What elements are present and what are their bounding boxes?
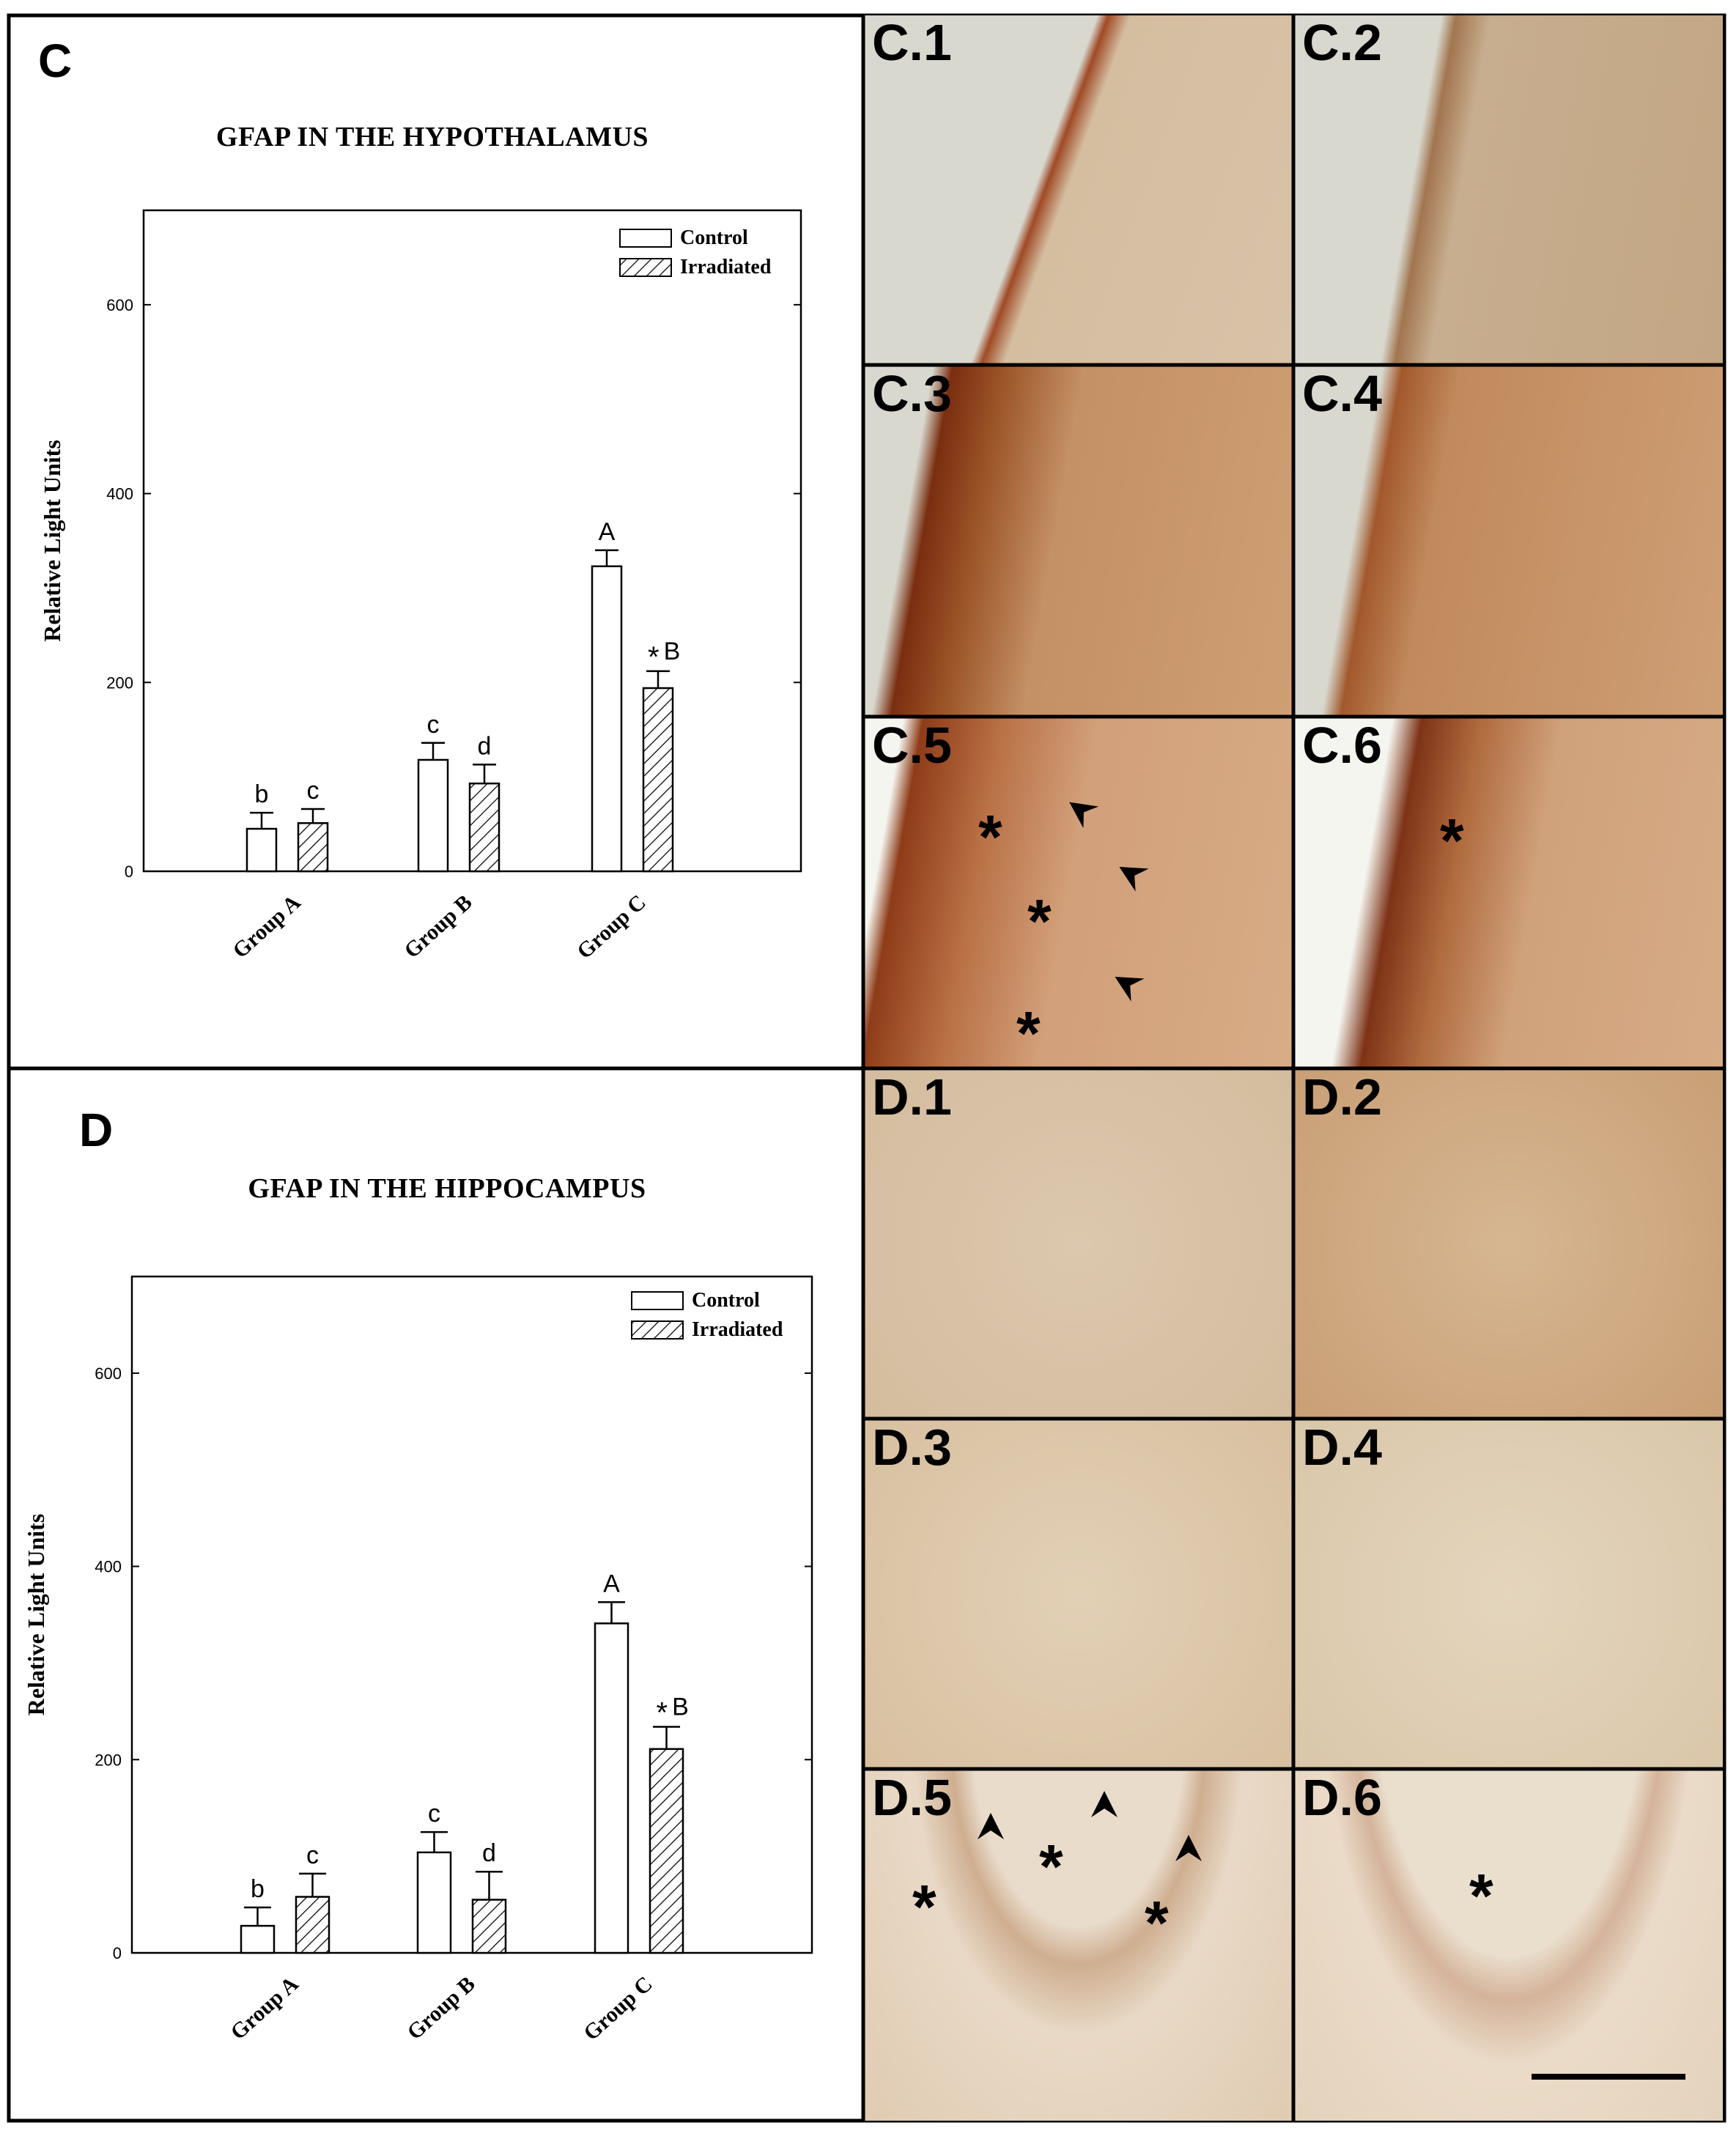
micrograph-label: D.2 — [1302, 1070, 1382, 1126]
x-tick-label: Group C — [572, 890, 651, 964]
legend-label-irradiated: Irradiated — [692, 1318, 783, 1341]
micrograph-d6: D.6 — [1295, 1770, 1723, 2121]
significance-label: b — [251, 1875, 265, 1903]
legend-label-control: Control — [692, 1289, 760, 1312]
asterisk-marker: * — [1039, 1832, 1063, 1901]
scale-bar — [1532, 2074, 1685, 2080]
y-axis-label: Relative Light Units — [39, 440, 65, 642]
micrograph-c1: C.1 — [865, 15, 1292, 364]
micrograph-c6: C.6 — [1295, 718, 1723, 1067]
bar-control-group-b — [417, 758, 449, 873]
asterisk-marker: * — [1027, 887, 1052, 956]
micrograph-label: D.6 — [1302, 1770, 1382, 1826]
micrograph-label: D.5 — [872, 1770, 952, 1826]
asterisk-marker: * — [912, 1872, 937, 1941]
y-tick-label: 0 — [125, 862, 133, 881]
significance-label: c — [306, 1841, 319, 1869]
x-tick-label: Group B — [402, 1972, 479, 2044]
x-tick-label: Group A — [226, 1971, 303, 2044]
legend-swatch-irradiated — [619, 258, 672, 277]
micrograph-label: D.1 — [872, 1070, 952, 1126]
significance-label: c — [427, 711, 440, 739]
x-tick-label: Group A — [228, 890, 306, 963]
legend-swatch-control — [619, 229, 672, 248]
micrograph-label: C.4 — [1302, 366, 1382, 422]
y-tick-label: 600 — [106, 296, 133, 314]
chart-title-hypothalamus: GFAP IN THE HYPOTHALAMUS — [215, 122, 649, 152]
arrow-marker — [1069, 802, 1099, 829]
y-tick-label: 200 — [95, 1751, 122, 1769]
y-tick-label: 400 — [95, 1558, 122, 1576]
micrograph-d4: D.4 — [1295, 1420, 1723, 1768]
y-tick-label: 200 — [106, 673, 133, 692]
significance-label: c — [307, 777, 320, 805]
micrograph-label: C.5 — [872, 718, 952, 774]
legend-label-irradiated: Irradiated — [680, 256, 772, 278]
micrograph-d1: D.1 — [865, 1070, 1292, 1418]
significance-label: * B — [657, 1693, 689, 1729]
micrograph-label: D.4 — [1302, 1420, 1382, 1476]
legend-swatch-control — [631, 1291, 684, 1310]
legend-swatch-irradiated — [631, 1320, 684, 1340]
significance-label: d — [478, 732, 492, 760]
y-axis-label: Relative Light Units — [23, 1514, 49, 1716]
significance-label: * B — [648, 638, 680, 673]
micrograph-label: C.3 — [872, 366, 952, 422]
bar-irradiated-group-c — [642, 687, 674, 873]
y-tick-label: 0 — [113, 1944, 122, 1962]
arrow-marker — [1119, 867, 1149, 892]
significance-label: b — [255, 780, 269, 808]
asterisk-marker: * — [978, 802, 1002, 871]
bar-irradiated-group-b — [471, 1899, 507, 1954]
micrograph-c4: C.4 — [1295, 366, 1723, 715]
bar-control-group-b — [416, 1851, 452, 1954]
chart-hypothalamus: 0 200 400 600 Relative Light Units b c Group A c… — [39, 209, 802, 964]
arrowhead-marker — [1175, 1835, 1202, 1861]
panel-letter-d: D — [79, 1104, 114, 1156]
micrograph-d3: D.3 — [865, 1420, 1292, 1768]
significance-label: A — [603, 1570, 620, 1597]
chart-hippocampus: 0 200 400 600 Relative Light Units b c Group A c… — [23, 1275, 813, 2046]
micrograph-label: D.3 — [872, 1420, 952, 1476]
chart-title-hippocampus: GFAP IN THE HIPPOCAMPUS — [248, 1173, 646, 1204]
micrograph-label: C.6 — [1302, 718, 1382, 774]
micrograph-d2: D.2 — [1295, 1070, 1723, 1418]
bar-control-group-a — [245, 827, 278, 873]
x-tick-label: Group C — [579, 1972, 657, 2046]
y-tick-label: 600 — [95, 1364, 122, 1383]
bar-irradiated-group-b — [468, 782, 501, 873]
asterisk-marker: * — [1440, 806, 1464, 875]
significance-label: A — [599, 518, 616, 546]
plot-area — [130, 1275, 813, 1954]
bar-irradiated-group-a — [297, 822, 329, 873]
micrograph-c2: C.2 — [1295, 15, 1723, 364]
bar-control-group-c — [594, 1622, 629, 1954]
arrowhead-marker — [1091, 1791, 1118, 1817]
significance-label: c — [428, 1800, 440, 1828]
asterisk-marker: * — [1016, 999, 1041, 1068]
significance-label: d — [482, 1839, 496, 1867]
asterisk-marker: * — [1469, 1861, 1493, 1930]
bar-control-group-a — [240, 1924, 276, 1954]
bar-irradiated-group-a — [295, 1896, 330, 1954]
bar-irradiated-group-c — [649, 1748, 684, 1954]
micrograph-label: C.2 — [1302, 15, 1382, 71]
micrograph-d5: D.5 — [865, 1770, 1292, 2121]
legend-label-control: Control — [680, 226, 748, 249]
bar-control-group-c — [591, 565, 623, 873]
micrograph-c5: C.5 — [865, 718, 1292, 1067]
plot-area — [142, 209, 802, 873]
panel-letter-c: C — [38, 34, 73, 87]
micrograph-label: C.1 — [872, 15, 952, 71]
asterisk-marker: * — [1145, 1888, 1169, 1957]
arrow-marker — [1115, 977, 1145, 1002]
arrowhead-marker — [978, 1813, 1004, 1839]
y-tick-label: 400 — [106, 485, 133, 503]
micrograph-c3: C.3 — [865, 366, 1292, 715]
x-tick-label: Group B — [399, 890, 476, 963]
